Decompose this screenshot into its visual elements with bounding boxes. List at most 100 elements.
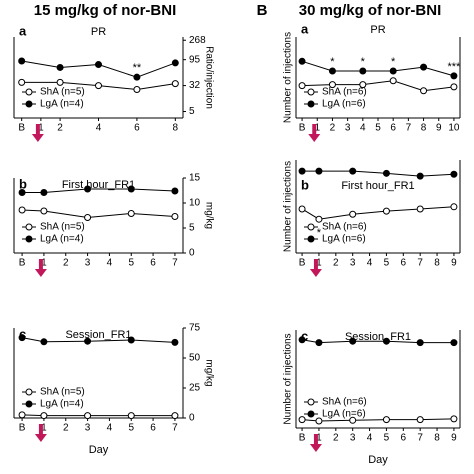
legend-marker [25, 100, 33, 108]
data-point [382, 207, 390, 215]
x-tick-label: 10 [448, 123, 460, 134]
left-title: 15 mg/kg of nor-BNI [34, 2, 177, 19]
panel-label: a [19, 23, 27, 38]
x-tick-label: 6 [401, 258, 407, 269]
treatment-arrow [31, 124, 44, 142]
x-tick-label: 4 [107, 258, 113, 269]
x-tick-label: 5 [384, 258, 390, 269]
legend-label: ShA (n=6) [322, 222, 367, 233]
series-line [301, 60, 455, 77]
data-point [18, 189, 26, 196]
y-tick-label: 10 [189, 198, 201, 209]
x-axis-label: Day [368, 454, 388, 466]
data-point [18, 78, 26, 86]
x-axis-label: Day [89, 444, 109, 456]
x-tick-label: 5 [375, 123, 381, 134]
x-tick-label: 6 [134, 123, 140, 134]
x-tick-label: 2 [330, 123, 336, 134]
series-line [302, 80, 454, 92]
x-tick-label: 1 [41, 258, 47, 269]
panel-title: First hour_FR1 [341, 180, 414, 192]
legend-marker [25, 400, 33, 408]
legend-marker [307, 410, 315, 418]
right-title: 30 mg/kg of nor-BNI [299, 2, 442, 19]
y-tick-label: 32 [189, 80, 201, 91]
y-tick-label: 75 [189, 323, 201, 334]
x-tick-label: 8 [421, 123, 427, 134]
x-tick-label: 9 [451, 258, 457, 269]
panel-title: Session_FR1 [65, 329, 131, 341]
data-point [171, 412, 179, 420]
x-tick-label: 4 [360, 123, 366, 134]
data-point [40, 412, 48, 420]
legend-marker [25, 223, 33, 231]
legend-label: LgA (n=6) [322, 99, 366, 110]
x-tick-label: 7 [172, 423, 178, 434]
x-tick-label: 9 [451, 433, 457, 444]
data-point [450, 339, 458, 347]
data-point [416, 339, 424, 347]
data-point [84, 214, 92, 221]
data-point [298, 205, 306, 213]
data-point [18, 57, 26, 65]
data-point [95, 61, 102, 69]
x-tick-label: 4 [107, 423, 113, 434]
y-axis-label: mg/kg [203, 202, 214, 229]
treatment-arrow [34, 259, 47, 277]
legend-label: ShA (n=6) [322, 397, 367, 408]
y-axis-label: Ratio/injection [203, 46, 214, 109]
x-tick-label: 6 [150, 258, 156, 269]
x-tick-label: 6 [390, 123, 396, 134]
x-tick-label: 7 [417, 258, 423, 269]
x-tick-label: B [18, 123, 25, 134]
x-tick-label: 2 [63, 258, 69, 269]
right-letter: B [257, 2, 268, 19]
data-point [382, 169, 390, 177]
x-tick-label: 8 [434, 433, 440, 444]
data-point [420, 63, 428, 71]
x-tick-label: 1 [316, 258, 322, 269]
data-point [450, 72, 458, 80]
data-point [359, 67, 367, 75]
data-point [315, 417, 323, 425]
panel-title: Session_FR1 [345, 331, 411, 343]
data-point [298, 167, 306, 175]
legend-marker [25, 235, 33, 243]
x-tick-label: 2 [63, 423, 69, 434]
data-point [382, 337, 390, 345]
x-tick-label: 6 [401, 433, 407, 444]
data-point [450, 203, 458, 211]
x-tick-label: 3 [350, 258, 356, 269]
data-point [349, 210, 357, 218]
data-point [84, 185, 92, 193]
y-axis-label: Number of injections [283, 161, 294, 252]
annotation: * [317, 227, 322, 239]
data-point [416, 172, 424, 180]
legend-marker [307, 223, 315, 231]
x-tick-label: 4 [96, 123, 102, 134]
annotation: ** [133, 62, 142, 74]
data-point [127, 210, 135, 217]
y-tick-label: 5 [189, 223, 195, 234]
data-point [56, 63, 64, 71]
data-point [315, 339, 323, 347]
data-point [450, 415, 458, 423]
annotation: * [391, 56, 396, 68]
data-point [349, 337, 357, 345]
treatment-arrow [309, 259, 322, 277]
data-point [315, 167, 323, 175]
x-tick-label: 5 [128, 423, 134, 434]
data-point [450, 170, 458, 178]
legend-marker [307, 88, 315, 96]
data-point [349, 416, 357, 424]
annotation: * [330, 56, 335, 68]
legend-label: LgA (n=6) [322, 409, 366, 420]
data-point [389, 67, 397, 75]
treatment-arrow [34, 424, 47, 442]
data-point [315, 215, 323, 223]
data-point [349, 167, 357, 175]
data-point [171, 59, 179, 67]
data-point [84, 412, 92, 420]
y-tick-label: 50 [189, 353, 201, 364]
